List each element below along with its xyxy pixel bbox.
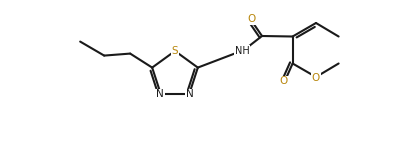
Text: O: O bbox=[248, 14, 256, 24]
Text: NH: NH bbox=[235, 46, 249, 56]
Text: O: O bbox=[312, 73, 320, 83]
Text: N: N bbox=[186, 89, 194, 99]
Text: N: N bbox=[156, 89, 164, 99]
Text: O: O bbox=[279, 76, 288, 87]
Text: S: S bbox=[172, 46, 178, 56]
